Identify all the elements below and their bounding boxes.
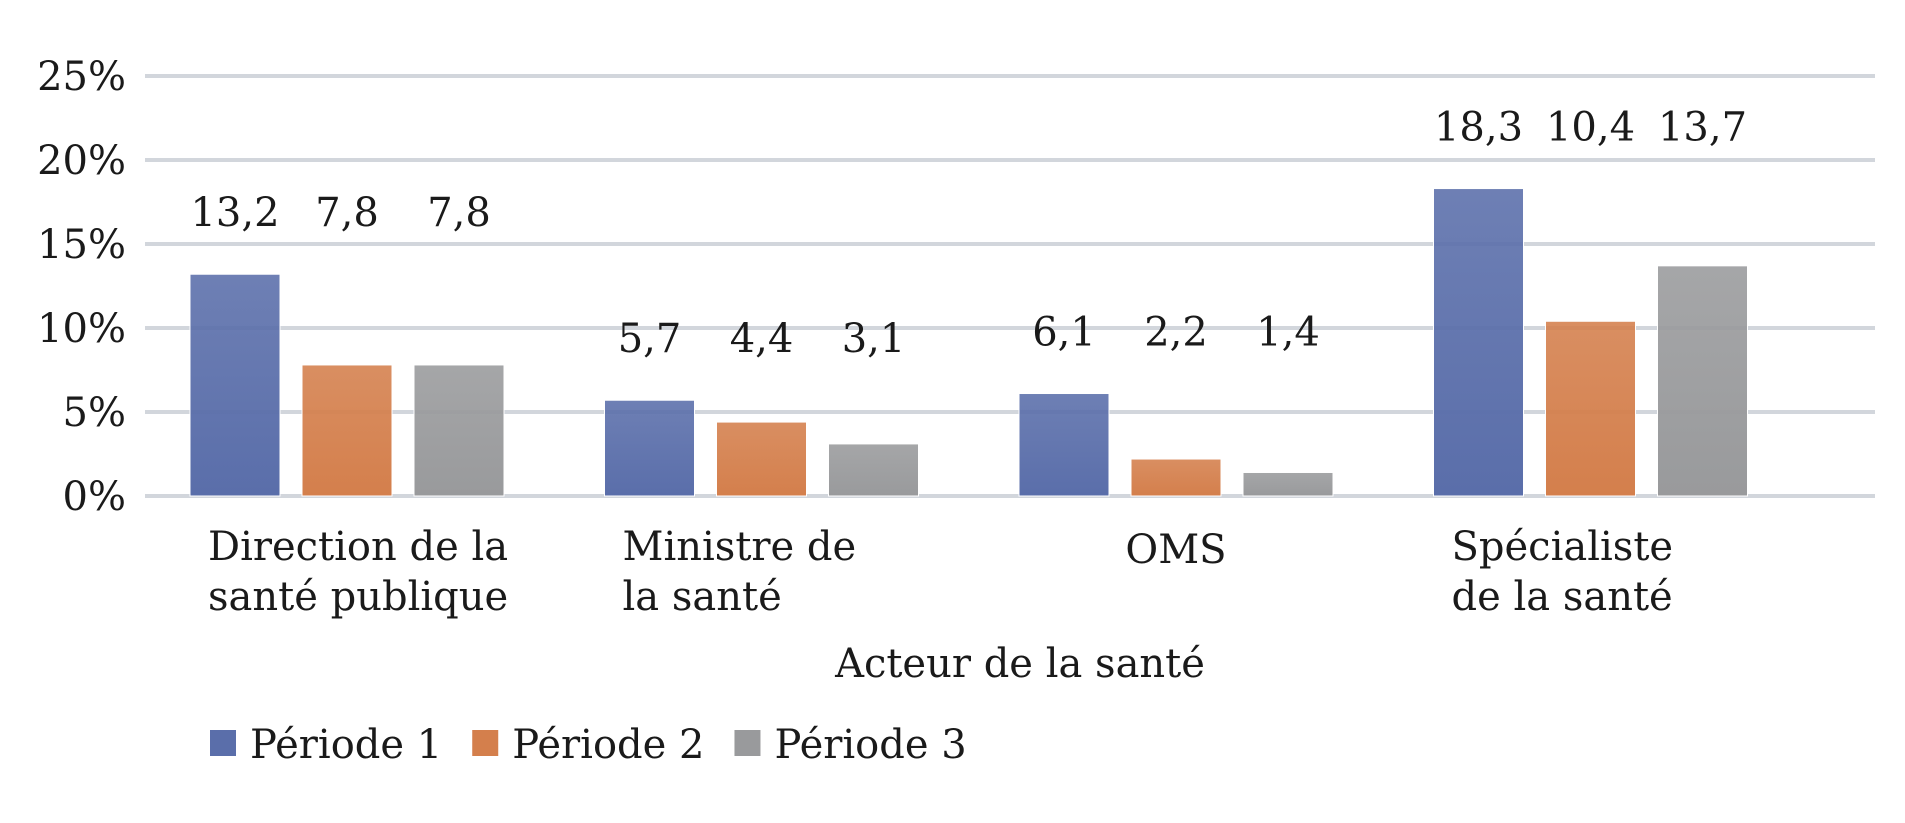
bar: [604, 399, 695, 497]
bar: [1242, 471, 1334, 497]
legend-swatch: [472, 730, 499, 756]
legend-label: Période 2: [512, 722, 704, 768]
y-axis-ticks: 0% 5% 10% 15% 20% 25%: [37, 54, 126, 520]
category-label: Spécialiste de la santé: [1452, 524, 1674, 620]
bar: [1545, 320, 1636, 497]
data-label: 10,4: [1546, 105, 1635, 151]
data-label: 3,1: [842, 316, 906, 362]
bar: [1433, 188, 1524, 497]
category-label: OMS: [1125, 527, 1226, 573]
bar: [301, 364, 393, 497]
bar: [1018, 393, 1110, 497]
y-tick-label: 25%: [37, 54, 126, 100]
data-label: 7,8: [315, 190, 379, 236]
data-label: 7,8: [427, 190, 491, 236]
bar: [1130, 458, 1222, 497]
legend-label: Période 1: [250, 722, 442, 768]
legend: Période 1 Période 2 Période 3: [210, 722, 967, 768]
data-label: 6,1: [1032, 310, 1096, 356]
data-labels: 13,2 7,8 7,8 5,7 4,4 3,1 6,1 2,2 1,4 18,3 10,4 13,7: [190, 105, 1747, 363]
legend-swatch: [210, 730, 236, 756]
legend-label: Période 3: [774, 722, 966, 768]
bar: [716, 421, 807, 497]
category-label: Direction de la santé publique: [208, 524, 508, 620]
data-label: 18,3: [1434, 105, 1523, 151]
data-label: 13,2: [190, 190, 279, 236]
bar: [828, 443, 919, 497]
y-tick-label: 5%: [63, 390, 126, 436]
data-label: 2,2: [1144, 310, 1208, 356]
y-tick-label: 0%: [63, 474, 126, 520]
y-tick-label: 15%: [37, 222, 126, 268]
legend-swatch: [734, 730, 761, 756]
bars: [189, 188, 1748, 497]
bar: [1657, 265, 1748, 497]
bar: [189, 273, 281, 497]
data-label: 4,4: [730, 316, 794, 362]
x-axis-title: Acteur de la santé: [834, 641, 1205, 687]
data-label: 13,7: [1658, 105, 1747, 151]
category-label: Ministre de la santé: [623, 524, 857, 620]
bar: [413, 364, 505, 497]
y-tick-label: 10%: [37, 306, 126, 352]
y-tick-label: 20%: [37, 138, 126, 184]
data-label: 1,4: [1256, 310, 1320, 356]
data-label: 5,7: [618, 316, 682, 362]
x-axis-categories: Direction de la santé publique Ministre de…: [208, 524, 1673, 620]
